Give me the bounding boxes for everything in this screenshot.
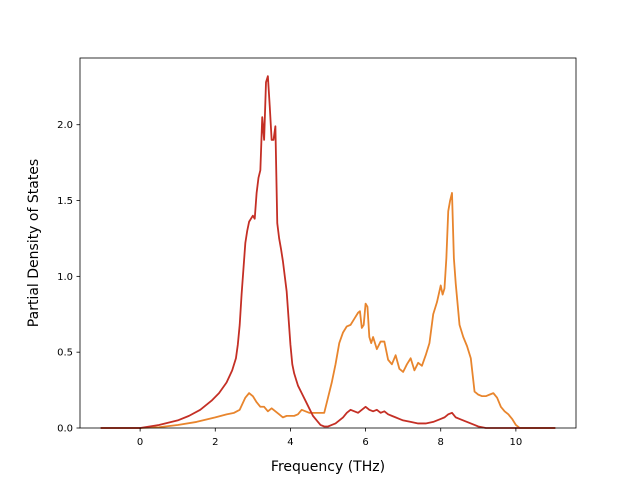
y-tick-label: 0.0 xyxy=(57,424,73,435)
y-tick-label: 0.5 xyxy=(57,348,73,359)
x-axis-label: Frequency (THz) xyxy=(271,459,385,475)
plot-frame xyxy=(79,57,577,429)
y-tick-label: 1.5 xyxy=(57,196,73,207)
y-tick-label: 2.0 xyxy=(57,120,73,131)
x-tick-label: 6 xyxy=(362,437,368,448)
series-layer xyxy=(100,75,556,429)
series-line-2 xyxy=(100,75,556,429)
tick-layer: 0 2 4 6 8 10 0.0 0.5 1.0 1.5 2.0 xyxy=(57,120,522,448)
x-tick-label: 10 xyxy=(510,437,523,448)
x-tick-label: 2 xyxy=(212,437,218,448)
x-tick-label: 8 xyxy=(438,437,444,448)
x-tick-label: 0 xyxy=(137,437,143,448)
y-axis-label: Partial Density of States xyxy=(26,159,42,327)
series-line-1 xyxy=(100,192,556,429)
y-tick-label: 1.0 xyxy=(57,272,73,283)
x-tick-label: 4 xyxy=(287,437,293,448)
